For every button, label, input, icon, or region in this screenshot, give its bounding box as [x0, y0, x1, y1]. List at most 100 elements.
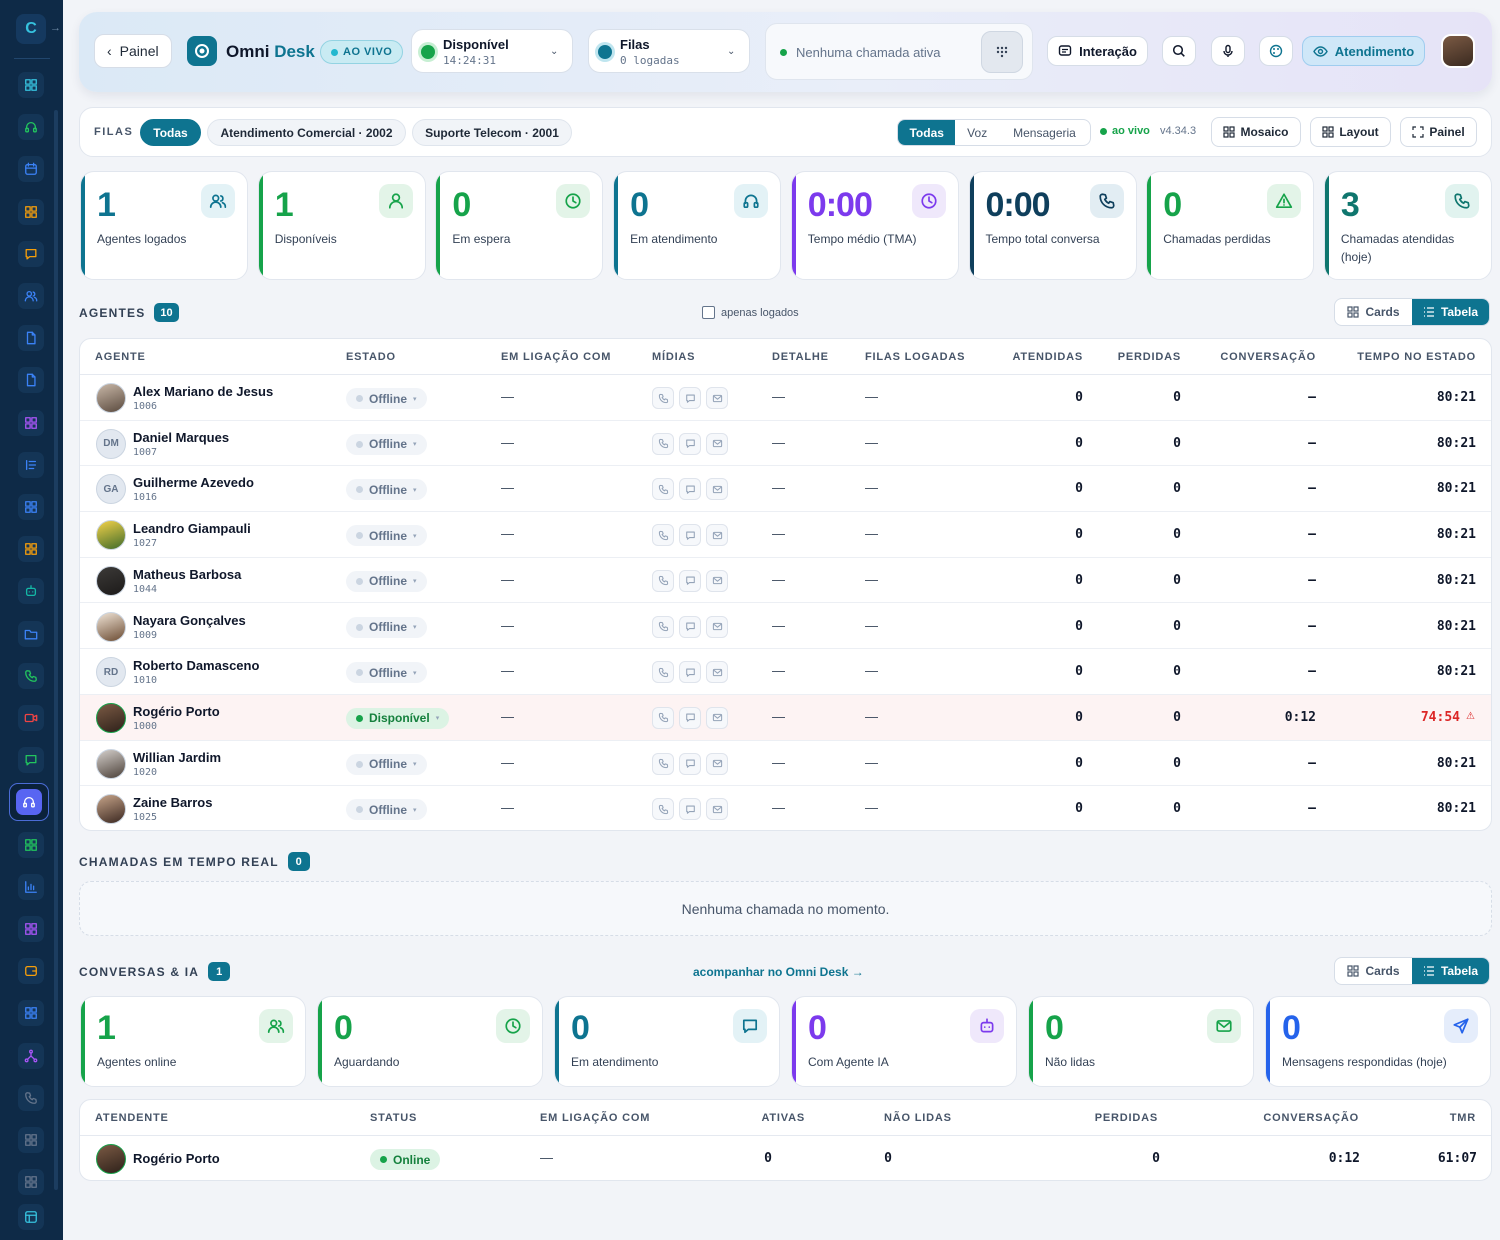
sidebar-item-users-icon[interactable]: [18, 283, 44, 309]
state-badge[interactable]: Offline ▾: [346, 616, 427, 638]
state-badge[interactable]: Disponível ▾: [346, 707, 450, 729]
column-header[interactable]: ATENDIDAS: [1012, 351, 1083, 363]
sidebar-item-grid-icon[interactable]: [18, 831, 44, 858]
layout-button[interactable]: Layout: [1310, 117, 1391, 147]
column-header[interactable]: ATENDENTE: [95, 1112, 169, 1124]
state-badge[interactable]: Offline ▾: [346, 479, 427, 501]
theme-button[interactable]: [1259, 36, 1293, 66]
sidebar-item-grid-icon[interactable]: [18, 1127, 44, 1153]
column-header[interactable]: STATUS: [370, 1112, 418, 1124]
queue-chip-commercial[interactable]: Atendimento Comercial · 2002: [207, 119, 406, 146]
column-header[interactable]: NÃO LIDAS: [884, 1112, 952, 1124]
view-cards-button[interactable]: Cards: [1335, 958, 1412, 984]
channel-messaging[interactable]: Mensageria: [1013, 125, 1076, 140]
back-to-panel-button[interactable]: ‹ Painel: [94, 34, 172, 68]
sidebar-item-document-icon[interactable]: [18, 367, 44, 394]
table-row[interactable]: Alex Mariano de Jesus 1006 Offline ▾ — — —0 0–8…: [80, 375, 1491, 421]
sidebar-item-phone-icon[interactable]: [18, 662, 44, 689]
sidebar-item-network-icon[interactable]: [18, 1042, 44, 1069]
view-table-button[interactable]: Tabela: [1412, 958, 1489, 984]
expand-sidebar-icon[interactable]: →: [50, 22, 61, 34]
state-badge[interactable]: Offline ▾: [346, 753, 427, 775]
queue-chip-all[interactable]: Todas: [140, 119, 201, 146]
table-row[interactable]: Leandro Giampauli 1027 Offline ▾ — — —0 0–80:21: [80, 512, 1491, 558]
channel-all[interactable]: Todas: [898, 120, 956, 145]
sidebar-item-chat-icon[interactable]: [18, 747, 44, 774]
state-badge[interactable]: Offline ▾: [346, 799, 427, 821]
column-header[interactable]: TEMPO NO ESTADO: [1357, 351, 1476, 363]
column-header[interactable]: AGENTE: [95, 351, 146, 363]
sidebar-item-headset-icon[interactable]: [18, 114, 44, 141]
table-row[interactable]: Rogério Porto Online — 0 0 0 0:12 61:07: [80, 1136, 1491, 1180]
sidebar-item-grid-icon[interactable]: [18, 916, 44, 942]
state-badge[interactable]: Offline ▾: [346, 570, 427, 592]
column-header[interactable]: CONVERSAÇÃO: [1263, 1112, 1359, 1124]
sidebar-item-grid-icon[interactable]: [18, 72, 44, 98]
table-row[interactable]: Rogério Porto 1000 Disponível ▾ — — —0 0 0:12 74:…: [80, 694, 1491, 741]
sidebar-item-folder-icon[interactable]: [18, 620, 44, 647]
column-header[interactable]: MÍDIAS: [652, 351, 696, 363]
mosaic-button[interactable]: Mosaico: [1211, 117, 1301, 147]
search-button[interactable]: [1162, 36, 1196, 66]
sidebar-item-phone-icon[interactable]: [18, 1084, 44, 1111]
sidebar-item-grid-icon[interactable]: [18, 1000, 44, 1027]
app-logo-icon[interactable]: C: [16, 14, 46, 44]
column-header[interactable]: FILAS LOGADAS: [865, 351, 966, 363]
user-avatar[interactable]: [1441, 34, 1475, 68]
column-header[interactable]: EM LIGAÇÃO COM: [501, 351, 612, 363]
sidebar-item-calendar-icon[interactable]: [18, 156, 44, 183]
column-header[interactable]: ATIVAS: [761, 1112, 805, 1124]
agent-status-select[interactable]: Disponível 14:24:31 ⌄: [411, 29, 573, 73]
sidebar-item-video-icon[interactable]: [18, 705, 44, 731]
queue-select[interactable]: Filas 0 logadas ⌄: [588, 29, 750, 73]
agents-table: AGENTE ESTADO EM LIGAÇÃO COM MÍDIAS DETALHE F…: [79, 338, 1492, 831]
channel-voice[interactable]: Voz: [967, 125, 988, 140]
table-row[interactable]: DM Daniel Marques 1007 Offline ▾ — — —0 0–80:21: [80, 421, 1491, 467]
column-header[interactable]: ESTADO: [346, 351, 396, 363]
table-row[interactable]: Matheus Barbosa 1044 Offline ▾ — — —0 0–80:21: [80, 558, 1491, 604]
sidebar-item-chart-icon[interactable]: [18, 873, 44, 900]
table-row[interactable]: Zaine Barros 1025 Offline ▾ — — —0 0–80:21: [80, 786, 1491, 830]
state-badge[interactable]: Offline ▾: [346, 525, 427, 547]
sidebar-item-headset-icon[interactable]: [9, 783, 49, 822]
sidebar-item-robot-icon[interactable]: [18, 578, 44, 605]
table-row[interactable]: RD Roberto Damasceno 1010 Offline ▾ — — —0 0–80:…: [80, 649, 1491, 695]
state-badge[interactable]: Offline ▾: [346, 662, 427, 684]
view-cards-button[interactable]: Cards: [1335, 299, 1412, 325]
sidebar-item-grid-icon[interactable]: [18, 536, 44, 563]
table-row[interactable]: Willian Jardim 1020 Offline ▾ — — —0 0–80:21: [80, 741, 1491, 787]
sidebar-item-grid-icon[interactable]: [18, 494, 44, 520]
attendance-button[interactable]: Atendimento: [1302, 36, 1425, 66]
sidebar-scrollbar[interactable]: [54, 110, 58, 1190]
column-header[interactable]: DETALHE: [772, 351, 829, 363]
checkbox-box[interactable]: [702, 306, 715, 319]
sidebar-item-document-icon[interactable]: [18, 325, 44, 352]
dialpad-button[interactable]: [981, 31, 1023, 73]
sidebar-item-chat-icon[interactable]: [18, 240, 44, 267]
view-table-button[interactable]: Tabela: [1412, 299, 1489, 325]
sidebar-item-panel-icon[interactable]: [18, 1204, 44, 1230]
column-header[interactable]: PERDIDAS: [1094, 1112, 1158, 1124]
sidebar-item-grid-icon[interactable]: [18, 409, 44, 436]
table-row[interactable]: Nayara Gonçalves 1009 Offline ▾ — — —0 0–80:21: [80, 604, 1491, 650]
microphone-button[interactable]: [1211, 36, 1245, 66]
column-header[interactable]: PERDIDAS: [1117, 351, 1181, 363]
state-badge[interactable]: Offline ▾: [346, 388, 427, 409]
chevron-down-icon: ▾: [413, 624, 417, 631]
only-logged-checkbox[interactable]: apenas logados: [702, 306, 799, 319]
sidebar-item-wallet-icon[interactable]: [18, 958, 44, 985]
state-badge[interactable]: Offline ▾: [346, 433, 427, 455]
follow-omni-desk-link[interactable]: acompanhar no Omni Desk →: [693, 965, 864, 979]
interaction-button[interactable]: Interação: [1047, 36, 1148, 66]
sidebar-item-grid-icon[interactable]: [18, 198, 44, 225]
sidebar-item-list-icon[interactable]: [18, 451, 44, 478]
headset-icon: [24, 120, 38, 134]
queue-chip-telecom[interactable]: Suporte Telecom · 2001: [412, 119, 572, 146]
panel-fullscreen-button[interactable]: Painel: [1400, 117, 1477, 147]
column-header[interactable]: CONVERSAÇÃO: [1220, 351, 1316, 363]
column-header[interactable]: EM LIGAÇÃO COM: [540, 1112, 651, 1124]
table-row[interactable]: GA Guilherme Azevedo 1016 Offline ▾ — — —0 0–80:…: [80, 466, 1491, 513]
kpi-card: 3 Chamadas atendidas (hoje): [1323, 171, 1492, 280]
column-header[interactable]: TMR: [1449, 1112, 1476, 1124]
sidebar-item-grid-icon[interactable]: [18, 1169, 44, 1196]
